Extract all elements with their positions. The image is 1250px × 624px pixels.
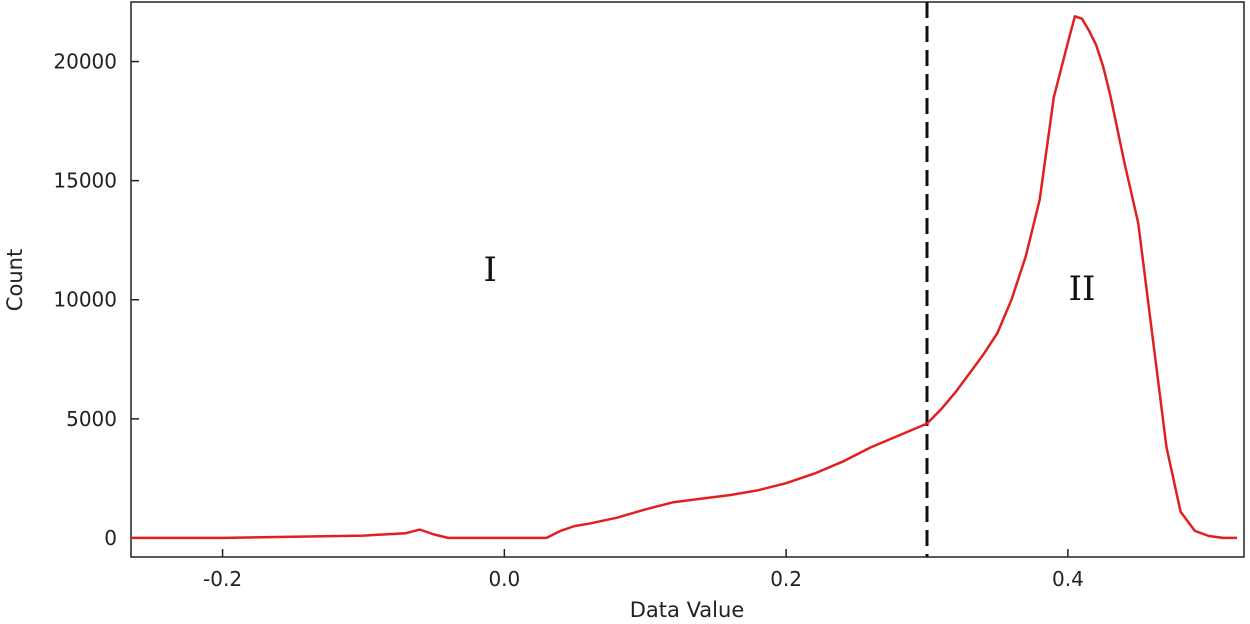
y-axis-title: Count xyxy=(3,249,27,311)
series-line xyxy=(131,15,1237,540)
region-label: I xyxy=(484,250,497,290)
region-label: II xyxy=(1069,269,1096,309)
x-axis-title: Data Value xyxy=(630,598,745,622)
y-tick-label: 0 xyxy=(104,526,117,550)
x-tick-label: -0.2 xyxy=(203,567,242,591)
x-tick-label: 0.0 xyxy=(488,567,520,591)
y-axis: 0 5000 10000 15000 20000 xyxy=(53,50,139,550)
x-tick-label: 0.2 xyxy=(770,567,802,591)
annotations: I II xyxy=(484,250,1096,309)
x-axis: -0.2 0.0 0.2 0.4 xyxy=(203,549,1084,591)
y-tick-label: 20000 xyxy=(53,50,117,74)
y-tick-label: 10000 xyxy=(53,288,117,312)
plot-frame xyxy=(130,1,1245,558)
x-tick-label: 0.4 xyxy=(1052,567,1084,591)
y-tick-label: 5000 xyxy=(66,407,117,431)
y-tick-label: 15000 xyxy=(53,169,117,193)
